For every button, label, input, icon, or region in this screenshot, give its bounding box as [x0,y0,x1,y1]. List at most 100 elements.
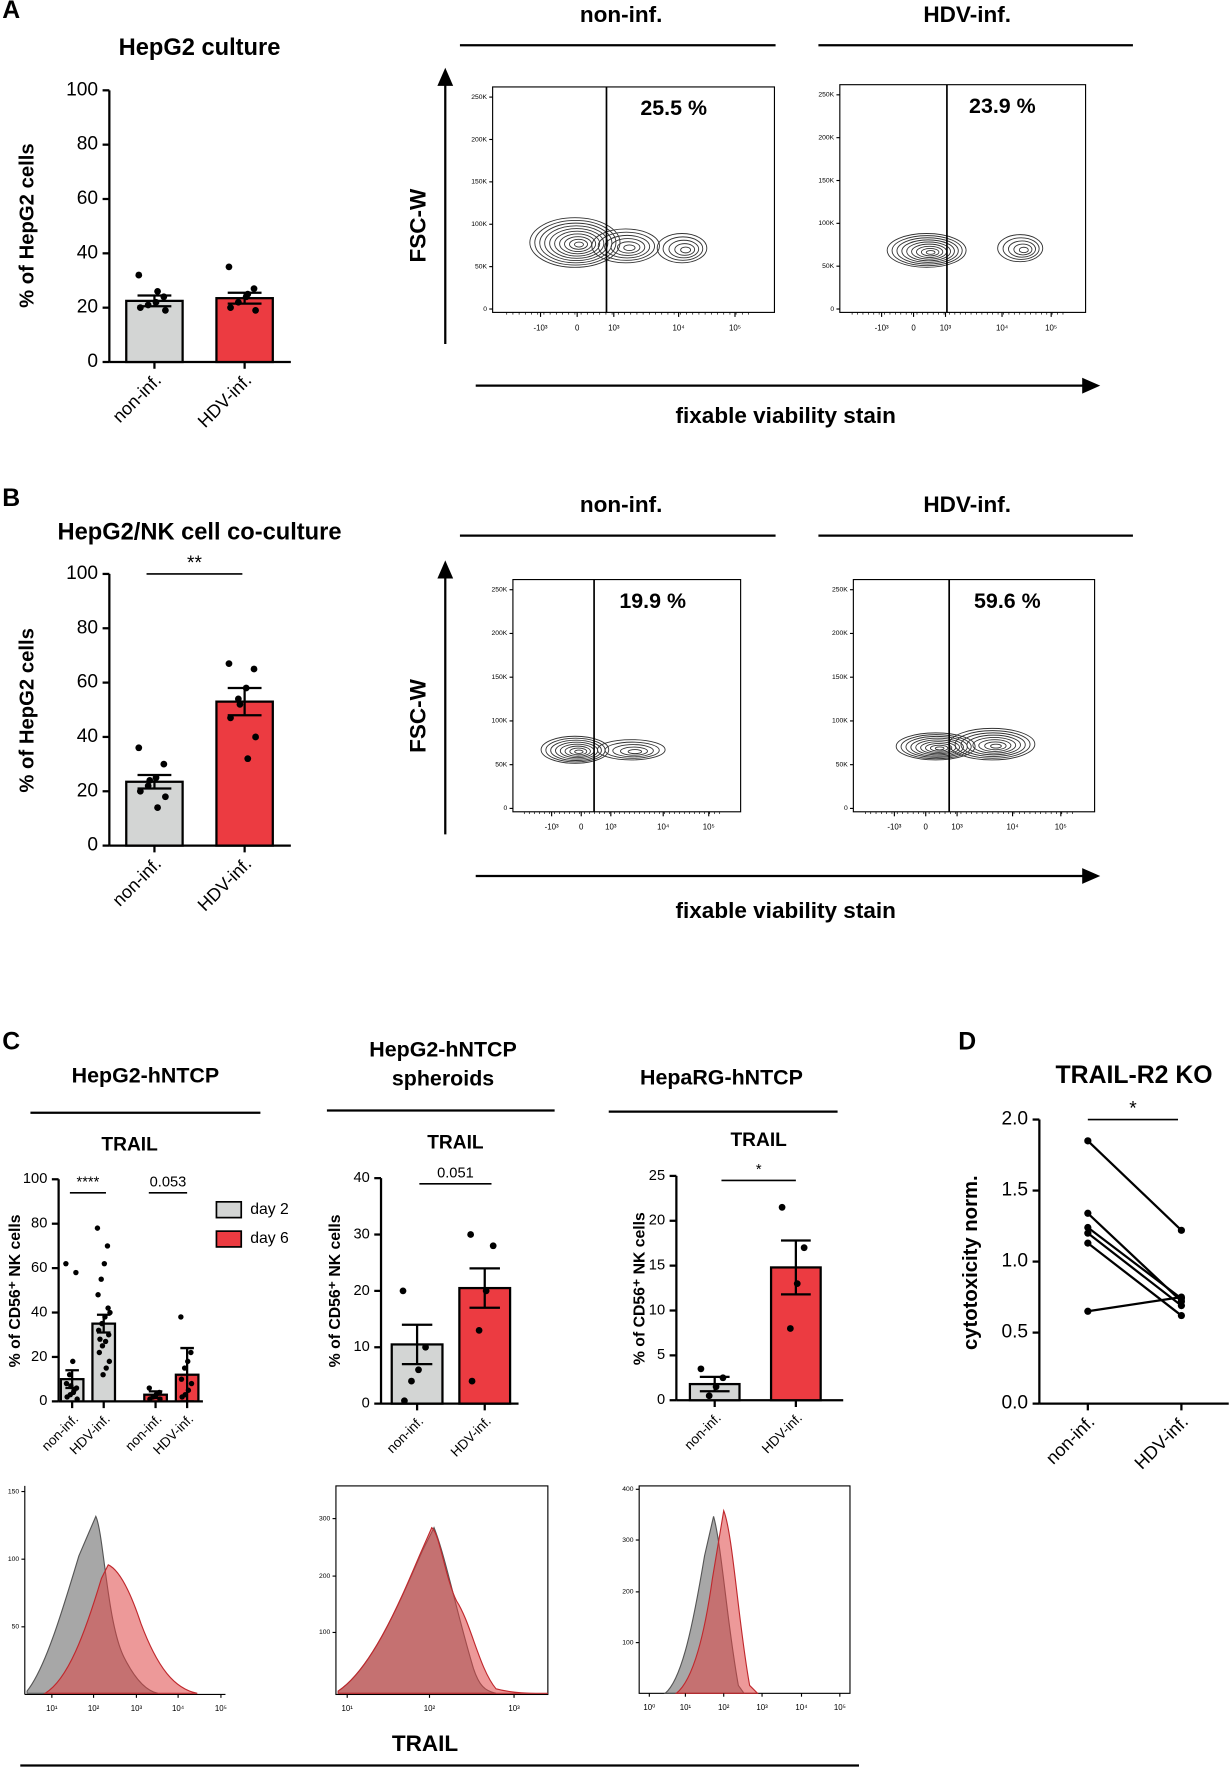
column-header: HDV-inf. [923,492,1011,517]
series-line [1087,1295,1182,1313]
x-tick-label: HDV-inf. [194,853,256,915]
contour [610,238,646,256]
chart-title: HepG2 culture [119,35,281,61]
x-tick-label: non-inf. [384,1413,426,1455]
flow-x-tick-label: 10³ [940,323,952,332]
gate-percentage: 59.6 % [974,589,1041,613]
y-tick-label: 80 [31,1216,47,1232]
y-tick-label: 40 [77,242,98,263]
contour [597,739,666,761]
contour [895,732,976,761]
data-point [99,1343,106,1349]
flow-x-tick-label: 0 [924,823,929,832]
flow-plot-frame [512,579,742,813]
data-point [178,1314,184,1320]
data-point [408,1377,415,1385]
flow-x-tick-label: -10³ [545,823,559,832]
flow-y-tick-label: 150K [492,674,508,681]
contour [616,241,641,254]
data-point [800,1244,808,1252]
flow-x-tick-label: 10⁴ [1006,823,1018,832]
chart-subtitle: TRAIL [427,1132,484,1153]
contour [910,737,964,757]
y-tick-label: 40 [353,1170,369,1186]
significance-label: **** [77,1175,100,1191]
data-point [1177,1302,1186,1310]
histogram-x-label: TRAIL [392,1731,459,1756]
flow-x-tick-label: 10³ [605,823,617,832]
data-point [104,1243,111,1249]
contour [925,250,936,255]
data-point [250,665,258,673]
data-point [135,744,143,752]
data-point [252,733,259,741]
flow-x-tick-label: 10⁵ [703,823,715,832]
bar [125,299,184,364]
flow-x-tick-label: 10⁵ [1055,823,1067,832]
y-axis-label: % of CD56⁺ NK cells [7,1214,24,1367]
y-tick-label: 20 [77,780,98,801]
contour [623,244,636,252]
histogram-x-tick-label: 10³ [131,1704,143,1713]
data-point [399,1287,407,1295]
legend-swatch [215,1230,243,1248]
data-point [97,1336,103,1342]
contour [891,235,963,267]
y-tick-label: 0.5 [1001,1322,1028,1343]
contour [559,233,597,255]
contour [972,736,1017,754]
flow-x-tick-label: 10⁴ [673,323,685,332]
histogram-x-tick-label: 10⁴ [172,1704,184,1713]
data-point [74,1396,80,1402]
data-point [96,1349,103,1356]
data-point [157,1396,163,1402]
histogram-red [337,1526,548,1694]
data-point [185,1358,191,1365]
x-tick-label: HDV-inf. [1131,1411,1193,1473]
data-point [99,1320,105,1327]
legend-label: day 2 [250,1201,289,1218]
y-tick-label: 1.0 [1001,1251,1028,1272]
data-point [1084,1239,1092,1247]
y-tick-label: 20 [649,1213,665,1229]
data-point [225,660,233,667]
y-tick-label: 20 [77,297,98,318]
flow-x-tick-label: 10⁴ [996,323,1008,332]
data-point [63,1380,70,1387]
contour [604,234,651,259]
panel-letter: A [2,0,20,24]
y-tick-label: 80 [77,134,98,155]
bar [125,780,184,847]
data-point [1084,1137,1092,1145]
flow-y-tick-label: 250K [471,94,487,101]
arrow-head [1082,868,1101,884]
data-point [468,1377,476,1385]
contour [929,744,949,752]
data-point [162,793,169,801]
data-point [1177,1311,1186,1320]
data-point [181,1365,188,1371]
contour [620,746,648,756]
chart-title: HepaRG-hNTCP [640,1066,803,1090]
histogram-x-tick-label: 10² [424,1704,436,1713]
y-tick-label: 0 [87,835,98,856]
data-point [188,1380,195,1387]
contour [597,231,656,261]
y-tick-label: 40 [31,1304,47,1320]
flow-y-tick-label: 0 [504,805,508,812]
data-point [475,1326,483,1334]
data-point [73,1269,79,1276]
data-point [95,1327,102,1334]
data-point [71,1387,77,1393]
chart-title: HepG2/NK cell co-culture [58,520,342,546]
chart-subtitle: TRAIL [730,1130,787,1151]
histogram-x-tick-label: 10³ [508,1704,520,1713]
contour [656,233,708,264]
contour [534,219,617,266]
data-point [105,1305,111,1311]
data-point [136,304,144,312]
contour [900,734,972,760]
panel-letter: D [958,1028,976,1055]
data-point [244,290,252,298]
